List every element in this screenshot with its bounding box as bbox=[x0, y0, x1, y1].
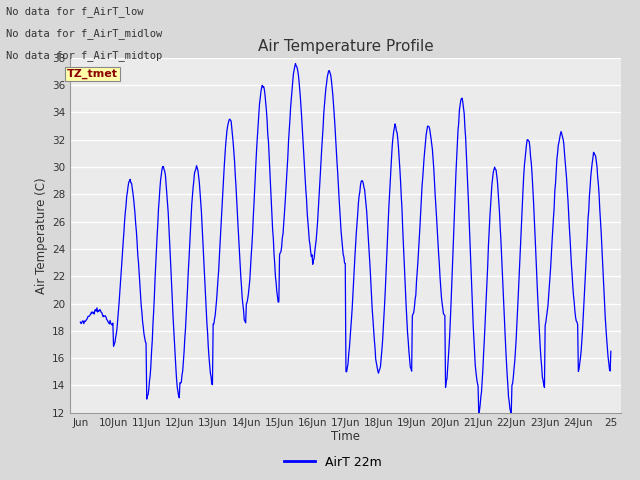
X-axis label: Time: Time bbox=[331, 431, 360, 444]
Title: Air Temperature Profile: Air Temperature Profile bbox=[258, 39, 433, 54]
Text: No data for f_AirT_midtop: No data for f_AirT_midtop bbox=[6, 49, 163, 60]
Y-axis label: Air Temperature (C): Air Temperature (C) bbox=[35, 177, 48, 293]
Text: No data for f_AirT_low: No data for f_AirT_low bbox=[6, 6, 144, 17]
Text: TZ_tmet: TZ_tmet bbox=[67, 69, 118, 79]
Legend: AirT 22m: AirT 22m bbox=[279, 451, 387, 474]
Text: No data for f_AirT_midlow: No data for f_AirT_midlow bbox=[6, 28, 163, 39]
